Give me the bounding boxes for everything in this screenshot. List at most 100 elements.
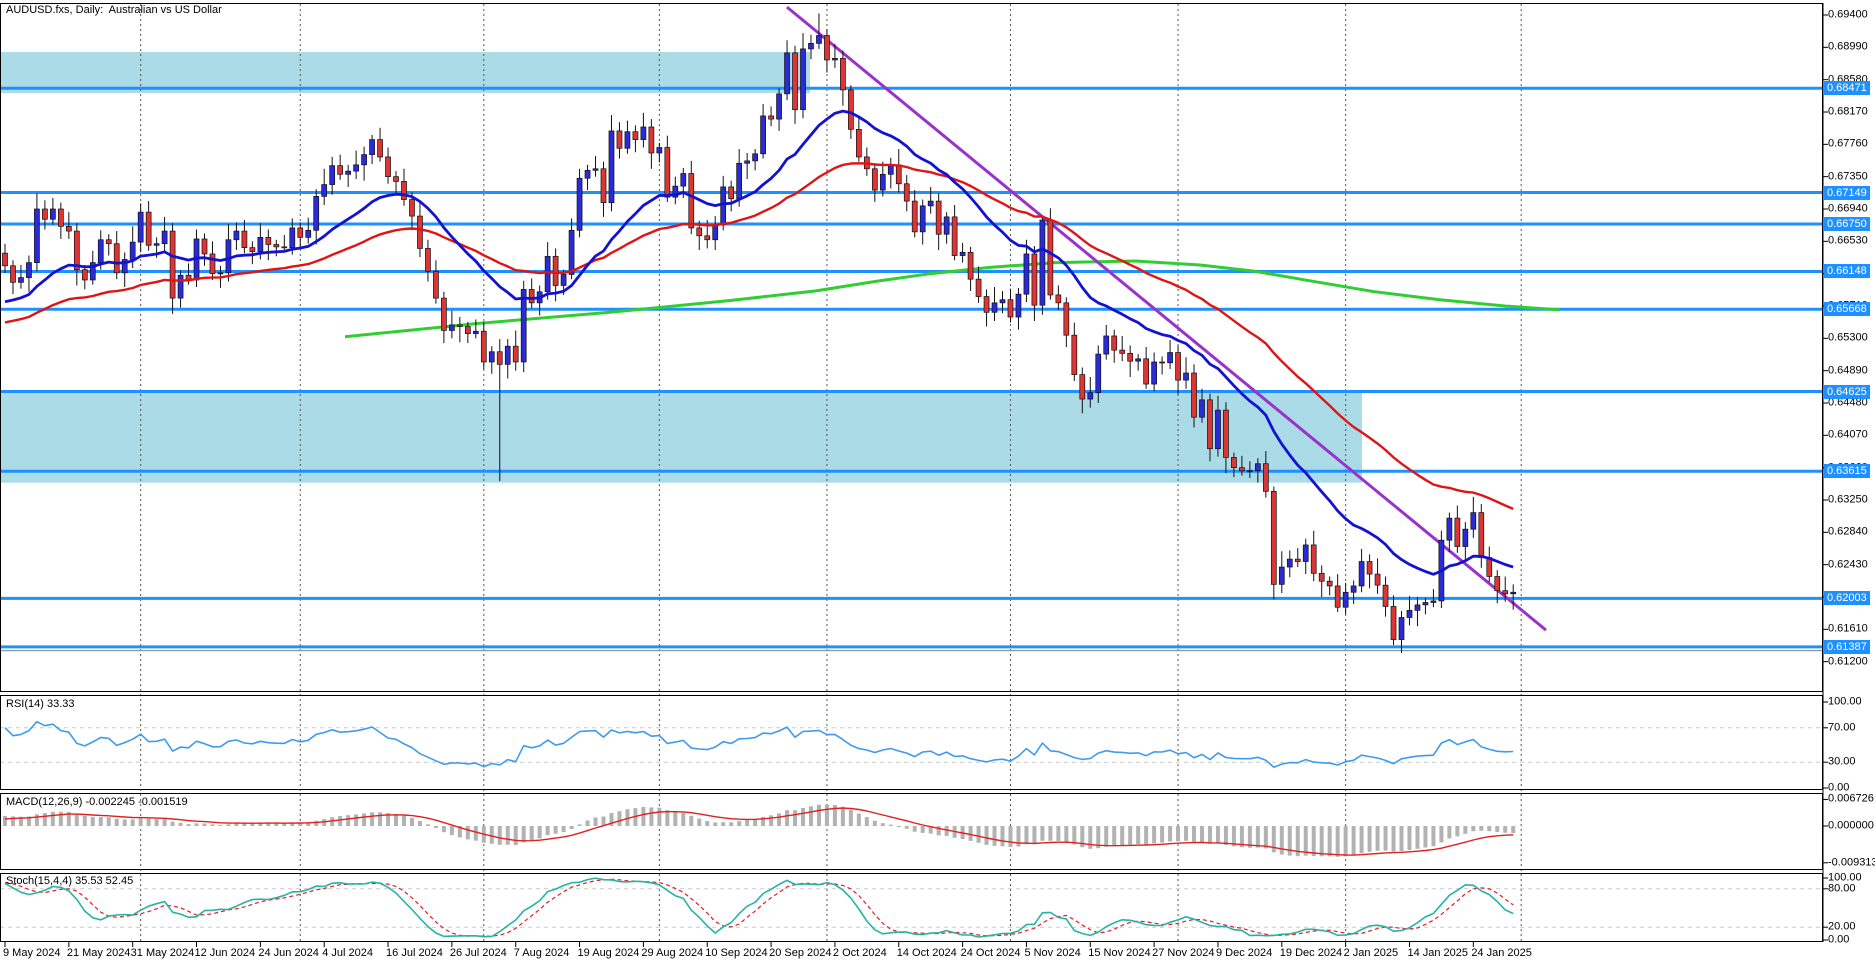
date-axis-label[interactable]: 7 Aug 2024	[513, 947, 570, 959]
macd-scale-label[interactable]: 0.000000	[1828, 819, 1874, 832]
date-axis-label[interactable]: 19 Aug 2024	[577, 947, 640, 959]
ma-slow-red-line[interactable]	[4, 162, 1514, 511]
date-axis-label[interactable]: 21 May 2024	[66, 947, 131, 959]
price-axis-tick-label[interactable]: 0.67760	[1828, 137, 1868, 150]
price-axis-tick-label[interactable]: 0.68990	[1828, 40, 1868, 53]
macd-histogram-bar	[1168, 826, 1173, 842]
bullish-candle-body	[943, 216, 950, 235]
price-axis-tick-label[interactable]: 0.67350	[1828, 170, 1868, 183]
macd-histogram-bar	[1287, 826, 1292, 856]
stoch-scale-label[interactable]: 80.00	[1828, 882, 1856, 895]
bullish-candle-body	[257, 237, 264, 252]
price-axis-tick-label[interactable]: 0.66940	[1828, 202, 1868, 215]
bullish-candle-body	[784, 52, 790, 95]
macd-scale-label[interactable]: 0.006726	[1828, 792, 1874, 805]
date-axis-label[interactable]: 31 May 2024	[130, 947, 195, 959]
macd-histogram-bar	[1351, 826, 1356, 856]
macd-histogram-bar	[497, 826, 502, 845]
bearish-candle-body	[975, 278, 982, 297]
price-axis-tick-label[interactable]: 0.61200	[1828, 655, 1868, 668]
macd-histogram-bar	[537, 826, 542, 839]
rsi-indicator-label: RSI(14) 33.33	[6, 698, 75, 710]
macd-histogram-bar	[880, 823, 885, 826]
date-axis-label[interactable]: 9 Dec 2024	[1215, 947, 1273, 959]
rsi-scale-label[interactable]: 100.00	[1828, 695, 1862, 708]
bullish-candle-body	[50, 208, 56, 220]
bullish-candle-body	[1015, 293, 1022, 318]
date-axis-label[interactable]: 10 Sep 2024	[705, 947, 768, 959]
stoch-scale-label[interactable]: 20.00	[1828, 920, 1856, 933]
stoch-scale-label[interactable]: 100.00	[1828, 871, 1862, 884]
rsi-scale-label[interactable]: 0.00	[1828, 781, 1850, 794]
macd-histogram-bar	[146, 818, 151, 826]
bullish-candle-body	[544, 255, 551, 293]
bullish-candle-body	[1446, 517, 1453, 541]
date-axis-label[interactable]: 2 Jan 2025	[1343, 947, 1399, 959]
price-axis-tick-label[interactable]: 0.68170	[1828, 105, 1868, 118]
price-axis-tick-label[interactable]: 0.61610	[1828, 622, 1868, 635]
date-axis-label[interactable]: 2 Oct 2024	[832, 947, 887, 959]
date-axis-label[interactable]: 16 Jul 2024	[386, 947, 443, 959]
date-axis-label[interactable]: 26 Jul 2024	[449, 947, 507, 959]
date-axis-label[interactable]: 5 Nov 2024	[1024, 947, 1081, 959]
macd-histogram-bar	[425, 824, 430, 826]
macd-histogram-bar	[250, 823, 255, 826]
bearish-candle-body	[552, 255, 559, 286]
date-axis-label[interactable]: 14 Oct 2024	[896, 947, 957, 959]
ma-long-green-line[interactable]	[344, 259, 1561, 339]
bullish-candle-body	[161, 230, 168, 245]
bullish-candle-body	[34, 208, 40, 263]
date-axis-label[interactable]: 24 Jun 2024	[258, 947, 319, 959]
macd-histogram-bar	[681, 812, 686, 826]
stoch-scale-label[interactable]: 0.00	[1828, 933, 1850, 946]
price-axis-tick-label[interactable]: 0.69400	[1828, 8, 1868, 21]
date-axis-label[interactable]: 29 Aug 2024	[641, 947, 704, 959]
bullish-candle-body	[927, 200, 934, 207]
bullish-candle-body	[720, 186, 727, 226]
date-axis-label[interactable]: 27 Nov 2024	[1152, 947, 1215, 959]
bearish-candle-body	[393, 176, 399, 182]
macd-histogram-bar	[1040, 826, 1045, 841]
macd-histogram-bar	[721, 822, 726, 826]
price-axis-tick-label[interactable]: 0.64480	[1828, 396, 1868, 409]
rsi-scale-label[interactable]: 70.00	[1828, 721, 1856, 734]
price-axis-tick-label[interactable]: 0.64070	[1828, 428, 1868, 441]
date-axis-label[interactable]: 20 Sep 2024	[769, 947, 832, 959]
rsi-scale-label[interactable]: 30.00	[1828, 755, 1856, 768]
date-axis-label[interactable]: 9 May 2024	[3, 947, 61, 959]
macd-histogram-bar	[545, 826, 550, 836]
price-axis-tick-label[interactable]: 0.63250	[1828, 493, 1868, 506]
descending-trendline[interactable]	[786, 5, 1547, 632]
macd-histogram-bar	[138, 818, 143, 826]
macd-scale-label[interactable]: -0.009313	[1828, 856, 1875, 869]
bullish-candle-body	[1183, 372, 1189, 381]
price-axis-tick-label[interactable]: 0.65300	[1828, 331, 1868, 344]
macd-histogram-bar	[1327, 826, 1332, 857]
ma-fast-blue-line[interactable]	[4, 109, 1514, 576]
macd-histogram-bar	[282, 823, 287, 826]
date-axis-label[interactable]: 14 Jan 2025	[1407, 947, 1469, 959]
zone-rect[interactable]	[0, 391, 1362, 483]
date-axis-label[interactable]: 24 Jan 2025	[1471, 947, 1532, 959]
date-axis-label[interactable]: 4 Jul 2024	[322, 947, 373, 959]
bullish-candle-body	[1135, 358, 1142, 362]
date-axis-label[interactable]: 15 Nov 2024	[1088, 947, 1151, 959]
macd-histogram-bar	[409, 817, 414, 826]
price-line-badge: 0.61387	[1824, 639, 1870, 654]
bullish-candle-body	[576, 177, 583, 231]
macd-histogram-bar	[1016, 826, 1021, 847]
macd-histogram-bar	[665, 810, 670, 826]
candlesticks	[2, 13, 1517, 653]
zone-rect[interactable]	[0, 52, 810, 94]
date-axis-label[interactable]: 24 Oct 2024	[960, 947, 1021, 959]
price-axis-tick-label[interactable]: 0.64890	[1828, 364, 1868, 377]
price-axis-tick-label[interactable]: 0.66530	[1828, 234, 1868, 247]
macd-histogram-bar	[457, 826, 462, 838]
bullish-candle-body	[752, 153, 758, 162]
bearish-candle-body	[1079, 374, 1086, 400]
price-axis-tick-label[interactable]: 0.62430	[1828, 558, 1868, 571]
date-axis-label[interactable]: 12 Jun 2024	[194, 947, 256, 959]
date-axis-label[interactable]: 19 Dec 2024	[1279, 947, 1343, 959]
price-axis-tick-label[interactable]: 0.62840	[1828, 525, 1868, 538]
